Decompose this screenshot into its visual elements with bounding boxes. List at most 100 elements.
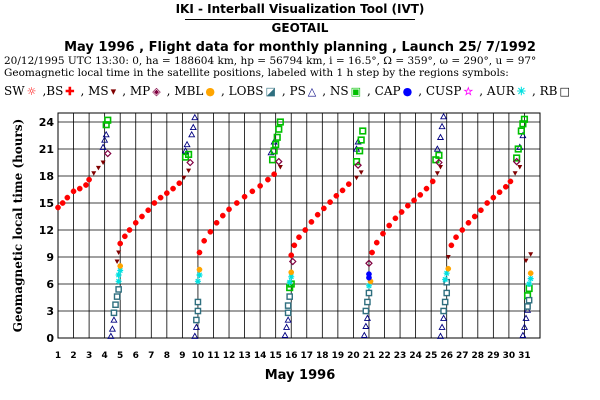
x-axis-title: May 1996 bbox=[264, 368, 336, 383]
data-point-ps bbox=[360, 331, 368, 338]
data-point-ps bbox=[363, 314, 371, 321]
x-tick-label: 23 bbox=[394, 351, 407, 361]
legend-symbol-icon: □ bbox=[559, 84, 570, 98]
x-tick-label: 1 bbox=[55, 351, 61, 361]
data-point-bs bbox=[291, 242, 298, 249]
data-point-ns bbox=[359, 127, 367, 135]
chart-description: Geomagnetic local time in the satellite … bbox=[4, 67, 509, 79]
data-point-bs bbox=[411, 197, 417, 204]
data-point-bs bbox=[423, 185, 430, 192]
data-point-ps bbox=[192, 323, 200, 330]
data-point-ps bbox=[107, 332, 115, 339]
legend-item: , MS ▾ bbox=[81, 84, 117, 98]
data-point-mbl bbox=[288, 269, 295, 276]
legend-label: , MBL bbox=[166, 84, 204, 98]
data-point-bs bbox=[478, 207, 484, 214]
data-point-lobs bbox=[443, 289, 451, 297]
x-tick-label: 11 bbox=[207, 351, 220, 361]
data-point-bs bbox=[496, 189, 503, 196]
data-point-mp bbox=[288, 257, 297, 266]
data-point-bs bbox=[471, 213, 478, 220]
legend-item: , MP ◈ bbox=[122, 84, 160, 98]
data-point-ps bbox=[191, 332, 199, 339]
data-point-lobs bbox=[112, 301, 119, 309]
data-point-ms bbox=[91, 171, 97, 176]
data-point-bs bbox=[417, 192, 424, 198]
data-point-sw bbox=[55, 204, 61, 211]
legend-item: , RB □ bbox=[532, 84, 570, 98]
data-point-ps bbox=[522, 314, 530, 321]
data-point-bs bbox=[163, 190, 170, 196]
data-point-bs bbox=[265, 176, 271, 183]
legend-item: , LOBS ◪ bbox=[221, 84, 276, 98]
x-tick-label: 5 bbox=[117, 351, 123, 361]
x-tick-label: 25 bbox=[425, 351, 438, 361]
data-point-lobs bbox=[284, 302, 292, 309]
x-tick-label: 17 bbox=[301, 351, 314, 361]
data-point-mbl bbox=[196, 266, 203, 273]
y-tick-label: 3 bbox=[46, 305, 54, 318]
data-point-bs bbox=[288, 252, 295, 259]
x-tick-label: 21 bbox=[363, 351, 376, 361]
x-tick-label: 31 bbox=[518, 351, 531, 361]
legend-item: , MBL ● bbox=[167, 84, 215, 98]
legend-label: , CAP bbox=[367, 84, 401, 98]
data-point-bs bbox=[465, 219, 472, 226]
legend-label: , NS bbox=[322, 84, 349, 98]
data-point-ns bbox=[275, 125, 283, 133]
legend-symbol-icon: △ bbox=[307, 84, 317, 98]
x-tick-label: 22 bbox=[378, 351, 391, 361]
data-point-bs bbox=[302, 227, 309, 233]
legend-item: , PS △ bbox=[282, 84, 316, 98]
data-point-lobs bbox=[284, 309, 292, 317]
data-point-ms bbox=[523, 258, 529, 264]
data-point-lobs bbox=[193, 316, 200, 324]
legend: SW ☼ ,BS ✚, MS ▾, MP ◈, MBL ●, LOBS ◪, PS △, NS ▣… bbox=[4, 84, 600, 98]
data-point-aur bbox=[442, 276, 449, 283]
data-point-ns bbox=[185, 150, 193, 159]
data-point-mbl bbox=[117, 263, 124, 269]
legend-label: , RB bbox=[531, 84, 558, 98]
data-point-ps bbox=[438, 323, 446, 330]
x-tick-label: 14 bbox=[254, 351, 267, 361]
data-point-aur bbox=[115, 272, 122, 278]
data-point-ps bbox=[267, 148, 275, 156]
data-point-bs bbox=[502, 183, 509, 190]
data-point-ps bbox=[191, 113, 199, 121]
data-point-ps bbox=[440, 314, 448, 321]
data-point-bs bbox=[321, 205, 327, 212]
y-tick-label: 6 bbox=[46, 278, 54, 291]
data-point-aur bbox=[115, 278, 122, 285]
orbit-parameters: 20/12/1995 UTC 13:30: 0, ha = 188604 km,… bbox=[4, 55, 537, 67]
data-point-lobs bbox=[194, 307, 202, 315]
chart-subtitle: May 1996 , Flight data for monthly plann… bbox=[64, 40, 536, 55]
data-point-bs bbox=[369, 249, 375, 256]
data-point-sw bbox=[76, 185, 83, 192]
data-point-aur bbox=[526, 281, 533, 287]
data-point-aur bbox=[365, 282, 372, 289]
data-point-bs bbox=[333, 192, 340, 199]
data-point-lobs bbox=[286, 293, 293, 300]
data-point-bs bbox=[271, 171, 277, 178]
data-point-mp bbox=[354, 161, 362, 170]
legend-label: , PS bbox=[281, 84, 306, 98]
data-point-aur bbox=[288, 273, 295, 280]
data-point-bs bbox=[484, 200, 490, 206]
data-point-ps bbox=[436, 133, 445, 140]
data-point-bs bbox=[345, 181, 352, 187]
data-point-ns bbox=[517, 127, 525, 135]
legend-label: , MS bbox=[80, 84, 109, 98]
data-point-ps bbox=[188, 130, 196, 138]
data-point-bs bbox=[219, 212, 226, 219]
legend-symbol-icon: ✳ bbox=[516, 84, 526, 98]
data-point-ns bbox=[268, 156, 277, 164]
data-point-bs bbox=[404, 202, 411, 209]
data-point-bs bbox=[176, 180, 183, 187]
legend-symbol-icon: ● bbox=[205, 84, 215, 98]
x-tick-label: 24 bbox=[409, 351, 422, 361]
data-point-lobs bbox=[110, 309, 118, 317]
app-title: IKI - Interball Visualization Tool (IVT) bbox=[175, 2, 425, 16]
x-tick-label: 20 bbox=[347, 351, 360, 361]
data-point-ps bbox=[99, 143, 107, 150]
